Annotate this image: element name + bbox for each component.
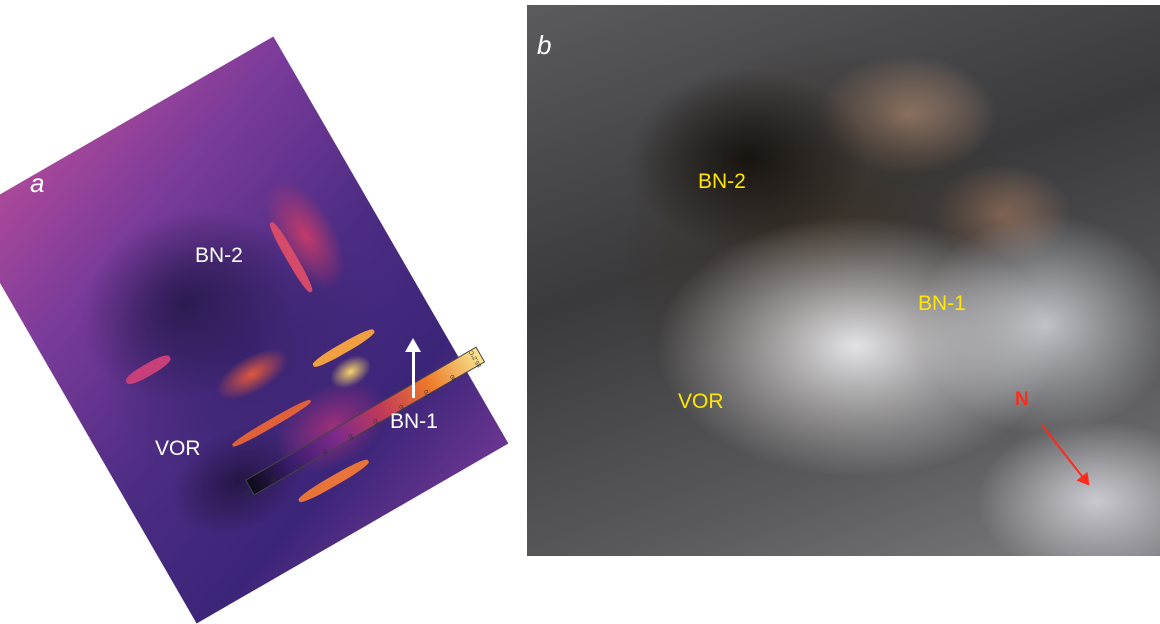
thermal-image (0, 36, 509, 624)
label-vor-photo: VOR (678, 390, 724, 413)
hot-streak (310, 326, 377, 370)
label-vor-thermal: VOR (155, 437, 201, 460)
label-bn2-photo: BN-2 (698, 170, 746, 193)
hot-streak (230, 397, 313, 450)
aerial-photo (527, 5, 1160, 556)
label-bn1-thermal: BN-1 (390, 410, 438, 433)
hot-streak (123, 352, 173, 388)
label-bn2-thermal: BN-2 (195, 244, 243, 267)
bn1-arrow-icon (405, 338, 421, 398)
label-bn1-photo: BN-1 (918, 292, 966, 315)
thermal-panel: 1.9 10 20 30 40 50 60 70 80 85.2°C a BN-2 BN-1 VO… (0, 0, 520, 624)
hot-streak (266, 220, 316, 295)
panel-a-letter: a (30, 168, 45, 198)
north-label: N (1015, 389, 1029, 410)
panel-b-letter: b (537, 30, 552, 60)
